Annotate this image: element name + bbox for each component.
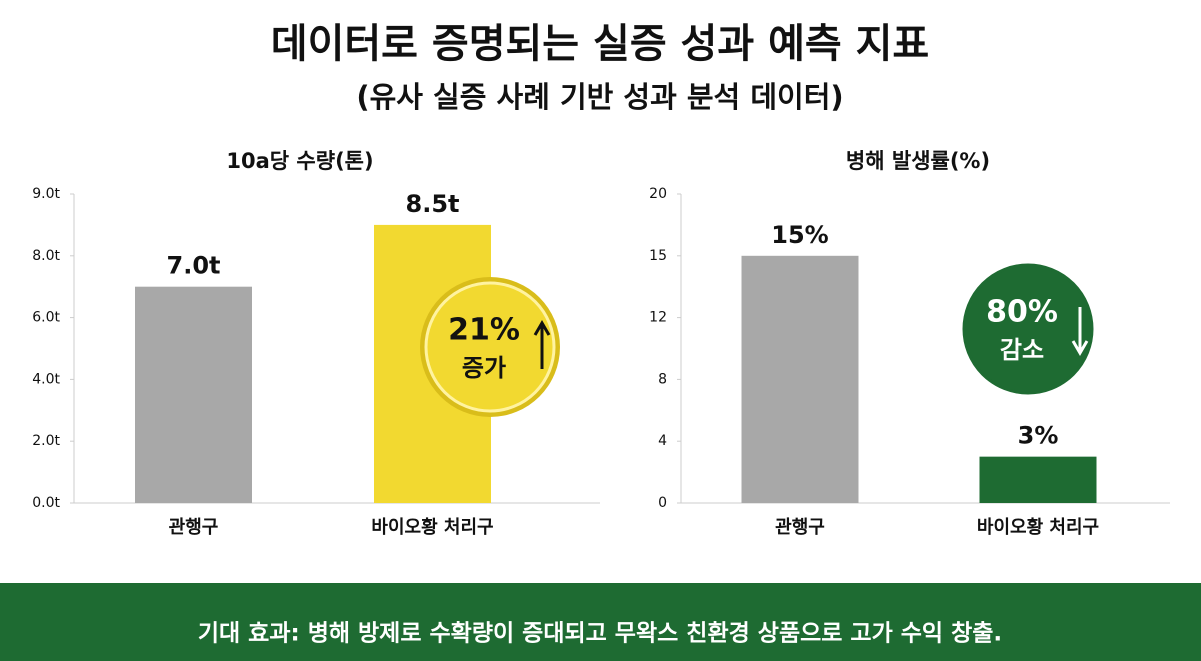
bar [979, 456, 1097, 503]
y-tick-label: 4.0t [32, 371, 60, 387]
badge-arrowhead [533, 320, 551, 336]
value-label: 3% [1018, 422, 1059, 450]
value-label: 7.0t [167, 252, 221, 280]
y-tick-label: 20 [649, 186, 667, 202]
y-tick-label: 8.0t [32, 248, 60, 264]
subtitle: (유사 실증 사례 기반 성과 분석 데이터) [356, 80, 843, 114]
badge-text: 80% [986, 295, 1058, 330]
footer-band [0, 583, 1201, 661]
y-tick-label: 8 [658, 371, 667, 387]
badge-inner [424, 281, 556, 413]
bar [741, 255, 859, 503]
y-tick-label: 0.0t [32, 495, 60, 511]
chart-title: 병해 발생률(%) [846, 149, 990, 173]
y-tick-label: 4 [658, 433, 667, 449]
value-label: 8.5t [406, 190, 460, 218]
x-tick-label: 관행구 [775, 517, 825, 538]
title: 데이터로 증명되는 실증 성과 예측 지표 [271, 21, 929, 67]
y-tick-label: 2.0t [32, 433, 60, 449]
badge-arrowhead [1071, 340, 1089, 356]
x-tick-label: 바이오황 처리구 [977, 517, 1099, 538]
value-label: 15% [771, 221, 828, 249]
badge-subtext: 증가 [462, 354, 506, 382]
y-tick-label: 0 [658, 495, 667, 511]
badge-text: 21% [448, 313, 520, 348]
bar [135, 286, 252, 503]
x-tick-label: 관행구 [169, 517, 219, 538]
badge-inner [962, 263, 1094, 395]
y-tick-label: 15 [649, 248, 667, 264]
y-tick-label: 9.0t [32, 186, 60, 202]
chart-title: 10a당 수량(톤) [226, 149, 373, 173]
badge-subtext: 감소 [1000, 336, 1044, 364]
y-tick-label: 6.0t [32, 310, 60, 326]
footer-text: 기대 효과: 병해 방제로 수확량이 증대되고 무왁스 친환경 상품으로 고가 … [198, 621, 1002, 647]
y-tick-label: 12 [649, 310, 667, 326]
x-tick-label: 바이오황 처리구 [371, 517, 493, 538]
